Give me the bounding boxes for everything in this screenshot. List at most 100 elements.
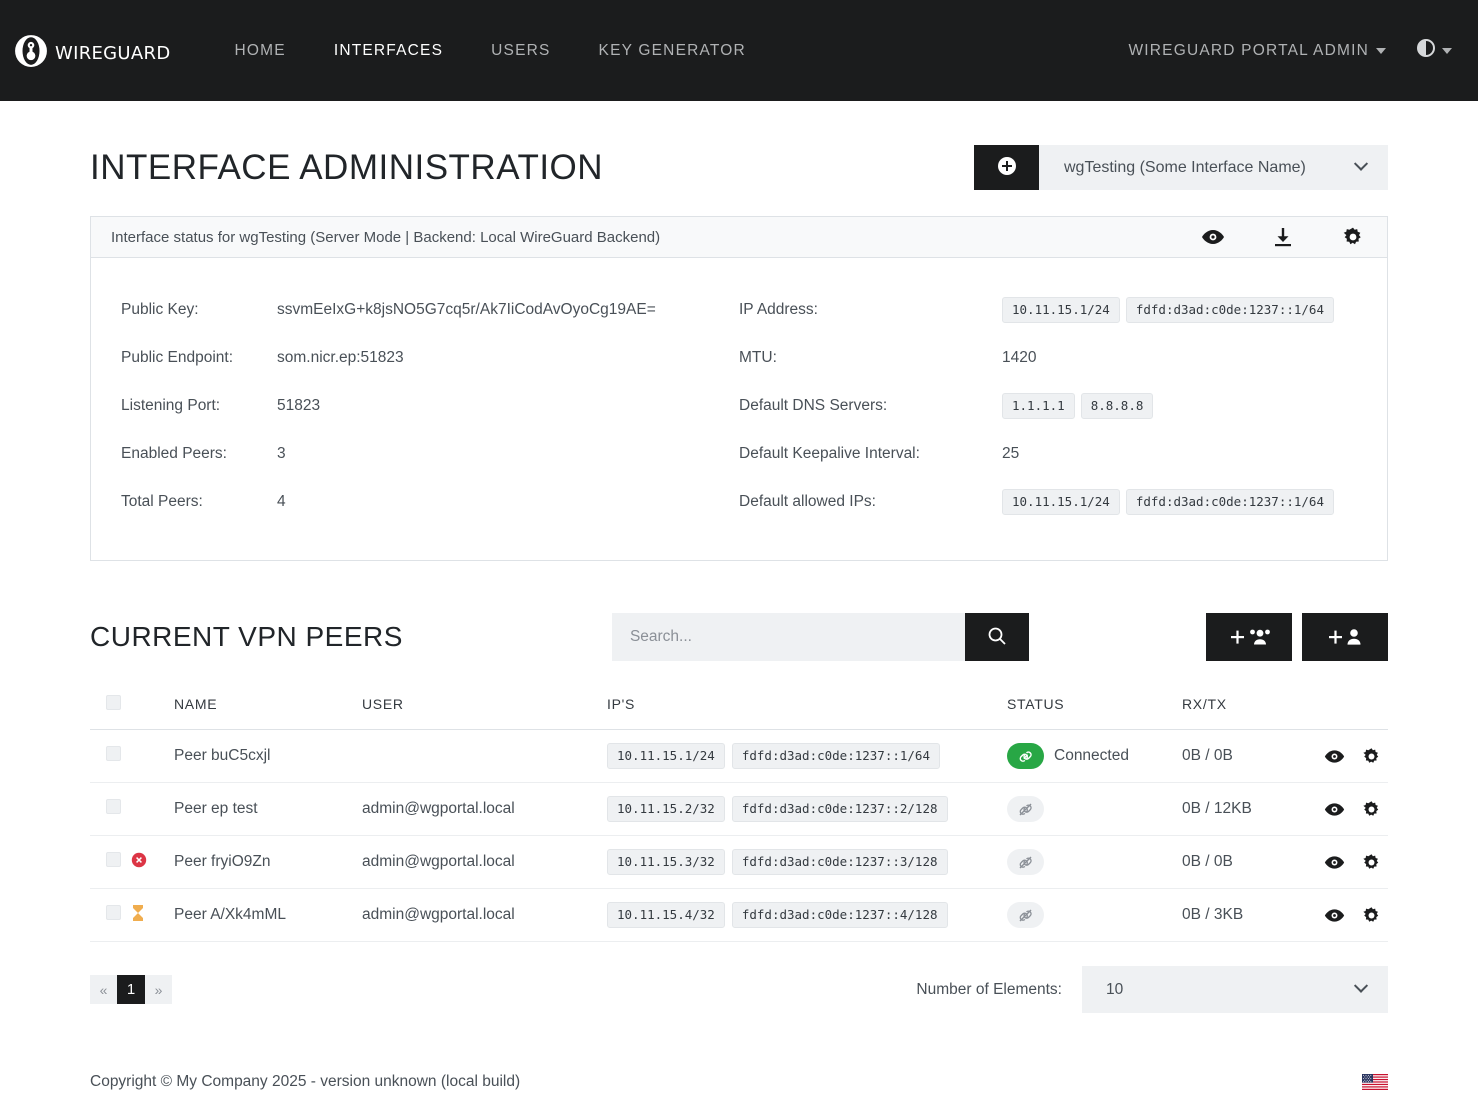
column-header-ips[interactable]: IP's [607, 695, 1007, 730]
interface-status-header: Interface status for wgTesting (Server M… [91, 217, 1387, 258]
brand-logo-link[interactable]: WireGuard [14, 34, 171, 68]
view-peer-button[interactable] [1324, 746, 1345, 767]
page-title: Interface Administration [90, 147, 604, 187]
peer-ips-cell: 10.11.15.3/32 fdfd:d3ad:c0de:1237::3/128 [607, 835, 1007, 889]
column-header-name[interactable]: Name [174, 695, 362, 730]
user-menu-label: WireGuard Portal Admin [1128, 41, 1369, 59]
download-interface-config-button[interactable] [1271, 225, 1295, 249]
edit-peer-button[interactable] [1361, 852, 1382, 873]
gear-icon [1363, 800, 1379, 816]
peer-user: admin@wgportal.local [362, 835, 607, 889]
nav-item-home[interactable]: Home [234, 41, 286, 59]
user-menu-dropdown[interactable]: WireGuard Portal Admin [1128, 42, 1386, 60]
column-header-rxtx[interactable]: RX/TX [1182, 695, 1322, 730]
peer-ip-badge: fdfd:d3ad:c0de:1237::2/128 [731, 796, 948, 822]
ip-badge: fdfd:d3ad:c0de:1237::1/64 [1125, 297, 1334, 323]
plus-users-icon [1231, 629, 1270, 645]
table-row[interactable]: Peer ep test admin@wgportal.local 10.11.… [90, 782, 1388, 836]
row-checkbox[interactable] [106, 905, 121, 920]
theme-toggle-dropdown[interactable] [1416, 38, 1452, 63]
peer-status-cell [1007, 888, 1182, 942]
peer-rxtx: 0B / 12KB [1182, 782, 1322, 836]
status-badge-disconnected [1007, 849, 1044, 875]
row-flag-cell [130, 782, 174, 836]
search-input[interactable] [611, 613, 965, 661]
unlink-icon [1019, 802, 1032, 816]
view-peer-button[interactable] [1324, 852, 1345, 873]
plus-circle-icon [997, 156, 1017, 179]
allowed-ip-badge: fdfd:d3ad:c0de:1237::1/64 [1125, 489, 1334, 515]
peer-name: Peer fryiO9Zn [174, 835, 362, 889]
row-checkbox[interactable] [106, 852, 121, 867]
pagination-next[interactable]: » [145, 975, 172, 1004]
brand-name: WireGuard [55, 35, 171, 66]
row-checkbox[interactable] [106, 799, 121, 814]
peer-ip-badge: 10.11.15.1/24 [607, 743, 725, 769]
peer-ips-cell: 10.11.15.4/32 fdfd:d3ad:c0de:1237::4/128 [607, 888, 1007, 942]
detail-label: IP Address: [739, 301, 818, 318]
select-all-checkbox[interactable] [106, 695, 121, 710]
dns-badge: 1.1.1.1 [1002, 393, 1075, 419]
nav-item-users[interactable]: Users [491, 41, 551, 59]
peer-ip-badge: 10.11.15.3/32 [607, 849, 725, 875]
column-header-status[interactable]: Status [1007, 695, 1182, 730]
peer-status-label: Connected [1054, 747, 1129, 764]
language-selector[interactable] [1362, 1073, 1388, 1090]
eye-icon [1324, 802, 1345, 816]
peer-ip-badge: 10.11.15.2/32 [607, 796, 725, 822]
peer-ip-badge: 10.11.15.4/32 [607, 902, 725, 928]
dns-badge: 8.8.8.8 [1080, 393, 1154, 419]
view-peer-button[interactable] [1324, 799, 1345, 820]
view-peer-button[interactable] [1324, 905, 1345, 926]
peer-ips-cell: 10.11.15.1/24 fdfd:d3ad:c0de:1237::1/64 [607, 729, 1007, 783]
flag-header [130, 695, 174, 730]
table-header-row: Name User IP's Status RX/TX [90, 695, 1388, 730]
detail-listening-port: Listening Port: 51823 [121, 382, 739, 430]
eye-icon [1324, 749, 1345, 763]
detail-public-endpoint: Public Endpoint: som.nicr.ep:51823 [121, 334, 739, 382]
interface-select[interactable]: wgTesting (Some Interface Name) [1039, 145, 1388, 190]
peer-user [362, 729, 607, 783]
peer-user: admin@wgportal.local [362, 782, 607, 836]
link-icon [1019, 750, 1032, 762]
row-select-cell [90, 729, 130, 783]
row-checkbox[interactable] [106, 746, 121, 761]
elements-per-page-select[interactable]: 10 [1082, 966, 1388, 1013]
edit-interface-settings-button[interactable] [1341, 225, 1365, 249]
peer-rxtx: 0B / 0B [1182, 729, 1322, 783]
peers-header: Current VPN Peers [90, 613, 1388, 661]
detail-label: Default DNS Servers: [739, 397, 888, 414]
search-button[interactable] [964, 613, 1029, 661]
detail-default-keepalive-interval: Default Keepalive Interval: 25 [739, 430, 1357, 478]
pagination: « 1 » [90, 975, 172, 1004]
add-peer-button[interactable] [1302, 613, 1388, 661]
pagination-page-1[interactable]: 1 [117, 975, 145, 1004]
add-interface-button[interactable] [974, 145, 1039, 190]
nav-item-key-generator[interactable]: Key Generator [598, 41, 746, 59]
peers-title: Current VPN Peers [90, 621, 403, 652]
plus-user-icon [1329, 629, 1361, 645]
disabled-icon [130, 852, 148, 873]
gear-icon [1363, 906, 1379, 922]
table-row[interactable]: Peer fryiO9Zn admin@wgportal.local 10.11… [90, 835, 1388, 889]
show-interface-config-button[interactable] [1201, 225, 1225, 249]
edit-peer-button[interactable] [1361, 799, 1382, 820]
select-all-header [90, 695, 130, 730]
row-actions-cell [1322, 888, 1388, 942]
table-row[interactable]: Peer buC5cxjl 10.11.15.1/24 fdfd:d3ad:c0… [90, 729, 1388, 783]
peer-name: Peer A/Xk4mML [174, 888, 362, 942]
table-row[interactable]: Peer A/Xk4mML admin@wgportal.local 10.11… [90, 888, 1388, 942]
edit-peer-button[interactable] [1361, 905, 1382, 926]
status-badge-disconnected [1007, 902, 1044, 928]
add-multiple-peers-button[interactable] [1206, 613, 1292, 661]
pagination-prev[interactable]: « [90, 975, 117, 1004]
edit-peer-button[interactable] [1361, 746, 1382, 767]
row-select-cell [90, 888, 130, 942]
interface-details-right: IP Address: 10.11.15.1/24 fdfd:d3ad:c0de… [739, 286, 1357, 526]
unlink-icon [1019, 855, 1032, 869]
detail-label: Default allowed IPs: [739, 493, 876, 510]
peer-ip-badge: fdfd:d3ad:c0de:1237::3/128 [731, 849, 948, 875]
column-header-user[interactable]: User [362, 695, 607, 730]
peer-status-cell: Connected [1007, 729, 1182, 783]
